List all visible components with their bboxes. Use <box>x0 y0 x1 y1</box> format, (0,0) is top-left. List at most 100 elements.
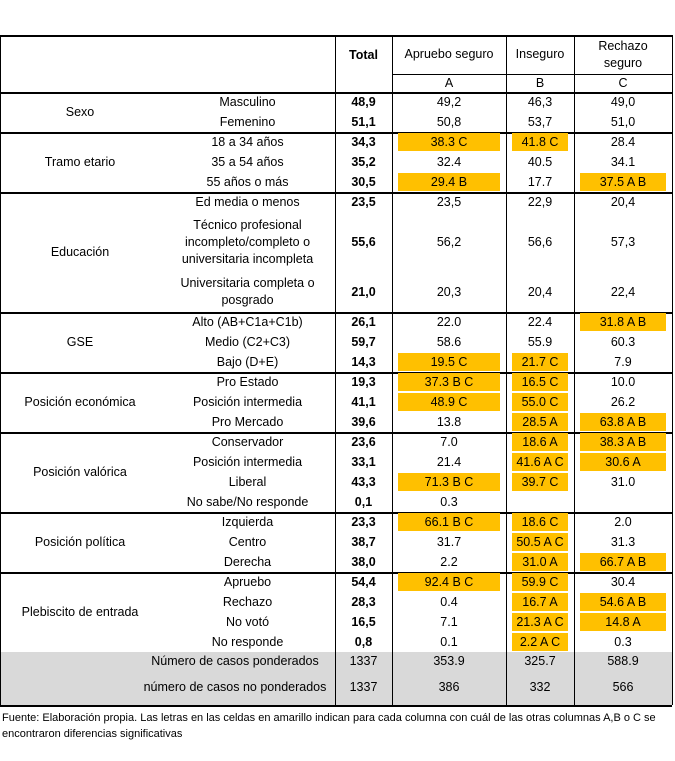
cell-a: 37.3 B C <box>398 373 500 391</box>
cell-b: 28.5 A <box>512 413 568 431</box>
totals-band <box>0 652 672 705</box>
header-letter-b: B <box>535 75 545 90</box>
cell-a: 20,3 <box>436 284 462 299</box>
cell-b: 56,6 <box>527 234 553 249</box>
row-label: Masculino <box>219 94 276 109</box>
cell-c: 2.0 <box>614 514 632 529</box>
group-label: Sexo <box>65 104 95 119</box>
cell-total: 59,7 <box>351 334 376 349</box>
row-divider <box>0 432 672 434</box>
cell-a: 0.4 <box>440 594 458 609</box>
cell-a: 38.3 C <box>398 133 500 151</box>
cell-total: 34,3 <box>351 134 376 149</box>
row-divider <box>0 35 672 37</box>
row-divider <box>0 92 672 94</box>
cell-b: 59.9 C <box>512 573 568 591</box>
cell-c: 10.0 <box>610 374 636 389</box>
header-letter-a: A <box>444 75 454 90</box>
cell-total: 33,1 <box>351 454 376 469</box>
cell-b: 21.7 C <box>512 353 568 371</box>
cell-b: 2.2 A C <box>512 633 568 651</box>
cell-b: 22.4 <box>527 314 553 329</box>
cell-a: 49,2 <box>436 94 462 109</box>
group-label: Educación <box>50 244 110 259</box>
cell-c: 22,4 <box>610 284 636 299</box>
cell-total: 54,4 <box>351 574 376 589</box>
cell-b: 16.7 A <box>512 593 568 611</box>
row-label: Medio (C2+C3) <box>204 334 291 349</box>
cell-c: 49,0 <box>610 94 636 109</box>
totals-label: Número de casos ponderados <box>151 653 319 668</box>
cell-c: 7.9 <box>614 354 632 369</box>
cell-c: 14.8 A <box>580 613 666 631</box>
row-label: 35 a 54 años <box>211 154 284 169</box>
cell-c: 51,0 <box>610 114 636 129</box>
cell-c: 30.4 <box>610 574 636 589</box>
cell-a: 2.2 <box>440 554 458 569</box>
cell-b: 18.6 A <box>512 433 568 451</box>
header-col-b: Inseguro <box>515 47 565 61</box>
cell-total: 23,5 <box>351 194 376 209</box>
cell-b: 17.7 <box>527 174 553 189</box>
header-total: Total <box>349 47 378 62</box>
column-divider <box>574 35 575 705</box>
cell-c: 31.3 <box>610 534 636 549</box>
cell-total: 55,6 <box>351 234 376 249</box>
cell-total: 48,9 <box>351 94 376 109</box>
cell-b: 53,7 <box>527 114 553 129</box>
cell-c: 63.8 A B <box>580 413 666 431</box>
cell-total: 43,3 <box>351 474 376 489</box>
source-footnote: Fuente: Elaboración propia. Las letras e… <box>2 712 656 740</box>
cell-c: 0.3 <box>614 634 632 649</box>
row-label: 55 años o más <box>206 174 289 189</box>
cell-total: 38,7 <box>351 534 376 549</box>
group-label: Posición valórica <box>33 464 127 479</box>
totals-label: número de casos no ponderados <box>143 680 327 694</box>
row-label: Posición intermedia <box>192 394 303 409</box>
cell-b: 41.8 C <box>512 133 568 151</box>
cell-a: 29.4 B <box>398 173 500 191</box>
totals-a: 386 <box>438 680 460 694</box>
row-label: Centro <box>228 534 267 549</box>
cell-c: 30.6 A <box>580 453 666 471</box>
row-label: Pro Estado <box>216 374 279 389</box>
cell-b: 39.7 C <box>512 473 568 491</box>
totals-b: 325.7 <box>524 653 556 668</box>
row-divider <box>0 372 672 374</box>
row-label: Rechazo <box>222 594 273 609</box>
cell-a: 7.0 <box>440 434 458 449</box>
cell-c: 38.3 A B <box>580 433 666 451</box>
cell-c: 20,4 <box>610 194 636 209</box>
cell-b: 41.6 A C <box>512 453 568 471</box>
cell-a: 31.7 <box>436 534 462 549</box>
row-divider <box>0 512 672 514</box>
cell-a: 7.1 <box>440 614 458 629</box>
cell-a: 58.6 <box>436 334 462 349</box>
cell-b: 55.9 <box>527 334 553 349</box>
row-label: Ed media o menos <box>195 194 300 209</box>
totals-a: 353.9 <box>433 653 465 668</box>
cell-b: 55.0 C <box>512 393 568 411</box>
cell-a: 50,8 <box>436 114 462 129</box>
header-divider <box>392 74 672 75</box>
cell-total: 21,0 <box>351 284 376 299</box>
cell-total: 19,3 <box>351 374 376 389</box>
cell-total: 30,5 <box>351 174 376 189</box>
cell-a: 0.3 <box>440 494 458 509</box>
column-divider <box>0 35 1 705</box>
cell-a: 22.0 <box>436 314 462 329</box>
group-label: Posición económica <box>24 394 136 409</box>
row-label: Alto (AB+C1a+C1b) <box>192 314 303 329</box>
cell-c: 34.1 <box>610 154 636 169</box>
cell-c: 26.2 <box>610 394 636 409</box>
row-label: No votó <box>225 614 270 629</box>
cell-a: 0.1 <box>440 634 458 649</box>
cell-b <box>512 493 568 511</box>
cell-b: 50.5 A C <box>512 533 568 551</box>
row-divider <box>0 192 672 194</box>
cell-total: 28,3 <box>351 594 376 609</box>
column-divider <box>335 35 336 705</box>
row-label: Bajo (D+E) <box>216 354 279 369</box>
cell-total: 23,3 <box>351 514 376 529</box>
row-label: Apruebo <box>223 574 272 589</box>
